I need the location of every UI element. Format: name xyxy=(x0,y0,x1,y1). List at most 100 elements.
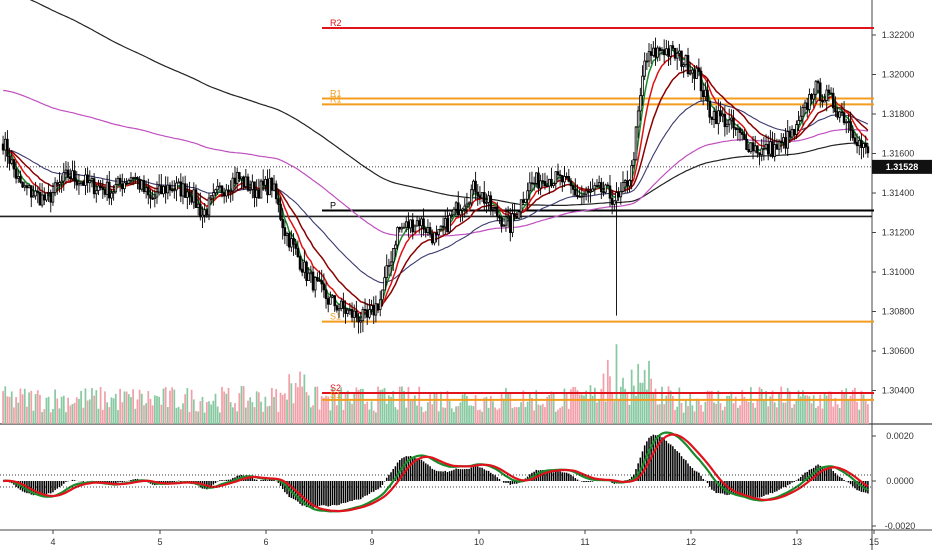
candle-body xyxy=(446,218,449,233)
candle-body xyxy=(684,55,688,66)
candle-body xyxy=(270,177,274,191)
volume-bar xyxy=(513,407,516,424)
volume-bar xyxy=(364,403,366,424)
volume-bar xyxy=(754,407,757,424)
candle-body xyxy=(79,181,83,184)
candle-body xyxy=(842,112,846,124)
volume-bar xyxy=(695,398,698,424)
candle-body xyxy=(424,228,428,233)
volume-bar xyxy=(80,390,82,424)
candle-body xyxy=(123,182,126,190)
candle-body xyxy=(196,203,200,208)
volume-bar xyxy=(158,396,161,424)
volume-bar xyxy=(377,386,379,424)
candle-body xyxy=(725,123,729,128)
volume-bar xyxy=(498,408,501,424)
macd-histogram-bar xyxy=(682,458,685,481)
candle-body xyxy=(541,180,545,183)
pivot-level-label: S1 xyxy=(330,312,341,322)
macd-histogram-bar xyxy=(752,481,754,498)
macd-histogram-bar xyxy=(329,481,332,506)
macd-histogram-bar xyxy=(219,480,221,481)
volume-bar xyxy=(260,401,262,424)
macd-histogram-bar xyxy=(331,481,334,505)
macd-histogram-bar xyxy=(791,481,793,483)
macd-histogram-bar xyxy=(173,481,176,483)
macd-histogram-bar xyxy=(498,478,501,481)
pivot-level-label: R2 xyxy=(330,18,342,28)
macd-histogram-bar xyxy=(700,475,702,481)
macd-histogram-bar xyxy=(121,481,124,483)
candle-body xyxy=(448,214,451,233)
volume-bar xyxy=(62,395,65,424)
candle-body xyxy=(337,307,341,311)
candle-body xyxy=(344,308,347,314)
macd-histogram-bar xyxy=(466,468,468,481)
volume-bar xyxy=(728,395,731,424)
candle-body xyxy=(389,261,393,266)
candle-body xyxy=(498,215,501,219)
volume-bar xyxy=(6,396,9,424)
volume-bar xyxy=(505,387,507,424)
candle-body xyxy=(736,128,740,131)
macd-histogram-bar xyxy=(56,481,59,489)
candle-body xyxy=(743,134,746,140)
candle-body xyxy=(69,176,72,180)
pivot-level-label: R1 xyxy=(330,88,342,98)
candle-body xyxy=(266,179,269,196)
candle-body xyxy=(352,310,356,318)
volume-bar xyxy=(388,395,390,424)
macd-histogram-bar xyxy=(756,481,759,498)
candle-body xyxy=(535,172,538,184)
macd-histogram-bar xyxy=(323,481,325,506)
volume-bar xyxy=(15,397,17,424)
volume-bar xyxy=(758,386,761,424)
macd-histogram-bar xyxy=(503,481,505,483)
candle-body xyxy=(326,298,330,305)
candle-body xyxy=(142,180,146,193)
candle-body xyxy=(331,295,334,298)
volume-bar xyxy=(628,404,631,424)
candle-body xyxy=(88,180,92,184)
macd-histogram-bar xyxy=(591,481,594,482)
candle-body xyxy=(127,179,131,184)
candle-body xyxy=(216,185,219,191)
macd-histogram-bar xyxy=(630,476,633,481)
candle-body xyxy=(740,132,744,135)
candle-body xyxy=(149,194,152,199)
candle-body xyxy=(667,48,670,57)
volume-bar xyxy=(375,412,377,424)
candle-body xyxy=(645,60,649,63)
volume-bar xyxy=(446,390,449,424)
candle-body xyxy=(294,243,297,249)
volume-bar xyxy=(84,388,87,424)
volume-bar xyxy=(314,386,317,424)
candle-body xyxy=(556,171,560,176)
volume-bar xyxy=(338,391,340,424)
candle-body xyxy=(49,192,53,203)
candle-body xyxy=(515,215,519,219)
volume-bar xyxy=(435,393,438,424)
volume-bar xyxy=(221,386,223,424)
candle-body xyxy=(439,225,443,230)
candle-body xyxy=(456,202,460,216)
volume-bar xyxy=(366,401,369,424)
candle-body xyxy=(597,182,601,187)
volume-bar xyxy=(589,385,592,424)
macd-histogram-bar xyxy=(854,481,856,489)
volume-bar xyxy=(283,393,286,424)
volume-bar xyxy=(320,396,323,424)
time-tick-label: 13 xyxy=(792,537,802,547)
candle-body xyxy=(264,179,267,186)
volume-bar xyxy=(147,391,150,424)
candle-body xyxy=(283,227,287,236)
candle-body xyxy=(240,176,243,180)
macd-histogram-bar xyxy=(180,481,182,482)
volume-bar xyxy=(140,393,143,424)
candle-body xyxy=(90,178,94,182)
volume-bar xyxy=(483,397,486,424)
volume-bar xyxy=(645,389,648,424)
candle-body xyxy=(183,183,187,198)
macd-histogram-bar xyxy=(32,481,35,496)
macd-histogram-bar xyxy=(769,481,772,493)
